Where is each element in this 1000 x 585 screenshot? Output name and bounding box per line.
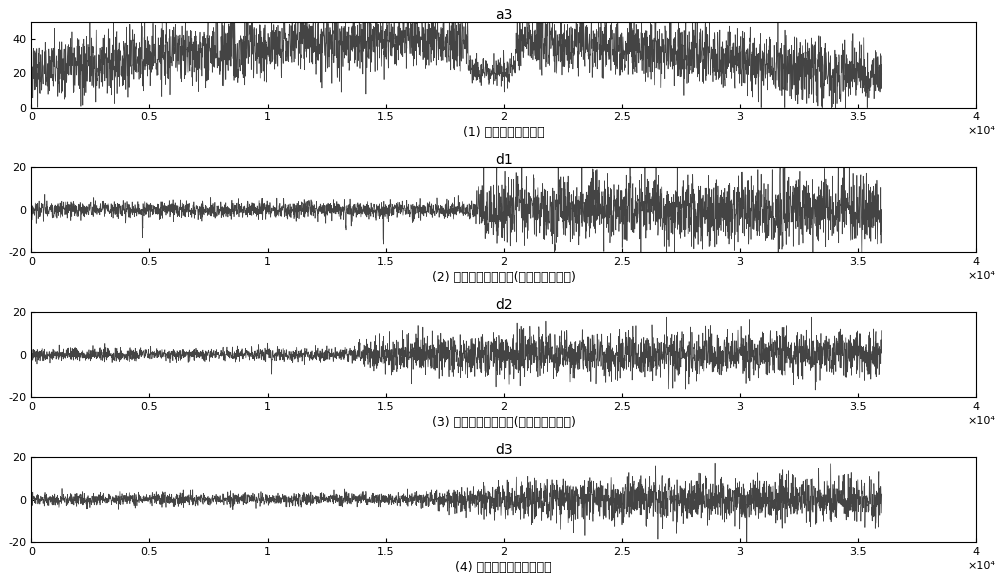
Title: d1: d1	[495, 153, 513, 167]
Text: (1) 阵列二次回路开路: (1) 阵列二次回路开路	[463, 126, 545, 139]
Text: (4) 阵列二次回路线路老化: (4) 阵列二次回路线路老化	[455, 561, 552, 574]
Text: (2) 阵列二次回路短路(逆变器退出运行): (2) 阵列二次回路短路(逆变器退出运行)	[432, 271, 576, 284]
Text: (3) 阵列二次回路短路(逆变器正常运行): (3) 阵列二次回路短路(逆变器正常运行)	[432, 416, 576, 429]
Text: ×10⁴: ×10⁴	[967, 416, 995, 426]
Text: ×10⁴: ×10⁴	[967, 126, 995, 136]
Title: a3: a3	[495, 8, 512, 22]
Text: ×10⁴: ×10⁴	[967, 561, 995, 571]
Title: d3: d3	[495, 443, 513, 457]
Title: d2: d2	[495, 298, 513, 312]
Text: ×10⁴: ×10⁴	[967, 271, 995, 281]
